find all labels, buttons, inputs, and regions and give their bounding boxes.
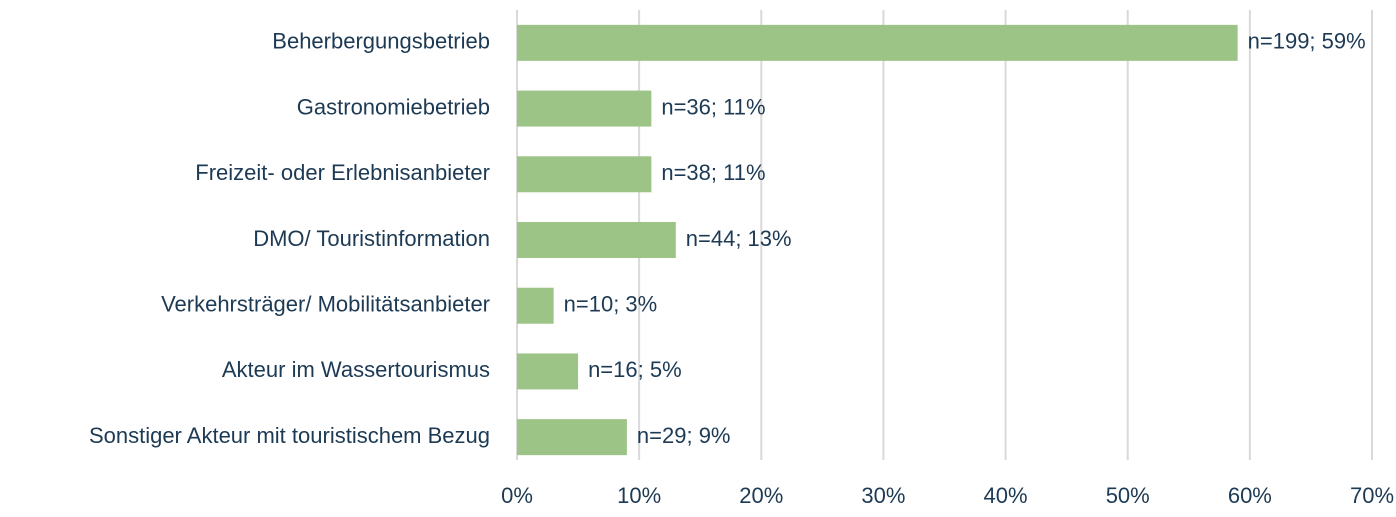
data-label: n=38; 11% [661,160,765,185]
y-tick-label: Beherbergungsbetrieb [272,29,490,54]
y-tick-label: Gastronomiebetrieb [297,94,490,119]
bar [517,287,554,324]
x-tick-label: 10% [617,483,661,508]
bar [517,90,652,127]
data-label: n=29; 9% [637,423,731,448]
y-tick-label: Verkehrsträger/ Mobilitätsanbieter [161,292,490,317]
y-tick-label: Akteur im Wassertourismus [222,357,490,382]
bar [517,156,652,193]
bar [517,222,676,258]
data-label: n=16; 5% [588,357,682,382]
x-tick-label: 60% [1228,483,1272,508]
bar [517,24,1238,61]
x-tick-label: 70% [1350,483,1394,508]
data-label: n=36; 11% [661,94,765,119]
bar [517,353,579,390]
data-label: n=44; 13% [686,226,792,251]
y-tick-label: DMO/ Touristinformation [253,226,490,251]
y-tick-label: Sonstiger Akteur mit touristischem Bezug [89,423,490,448]
x-tick-label: 40% [984,483,1028,508]
data-label: n=10; 3% [564,292,658,317]
x-tick-label: 20% [739,483,783,508]
y-tick-label: Freizeit- oder Erlebnisanbieter [195,160,490,185]
x-tick-label: 50% [1106,483,1150,508]
data-label: n=199; 59% [1248,29,1366,54]
x-tick-label: 0% [501,483,533,508]
x-tick-label: 30% [861,483,905,508]
bar [517,419,627,456]
